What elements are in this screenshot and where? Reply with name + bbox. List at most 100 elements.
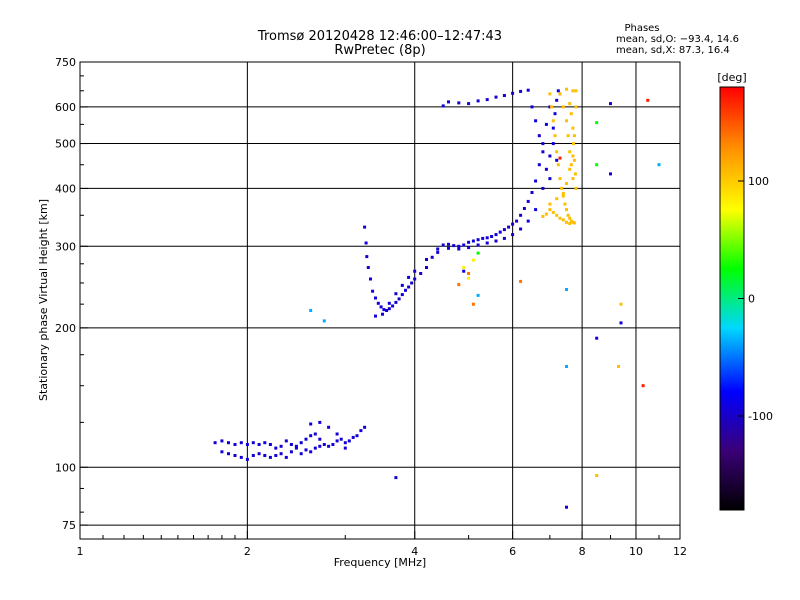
data-point <box>309 309 313 312</box>
data-point <box>436 247 440 251</box>
data-point <box>566 213 570 217</box>
data-point <box>251 454 255 457</box>
data-point <box>571 126 575 130</box>
data-point <box>457 244 461 248</box>
data-point <box>511 233 515 237</box>
data-point <box>284 439 288 443</box>
data-point <box>400 283 404 287</box>
data-point <box>534 179 538 183</box>
data-point <box>391 304 395 308</box>
data-point <box>343 441 347 445</box>
data-point <box>304 437 308 441</box>
data-point <box>572 221 576 225</box>
data-point <box>558 92 562 96</box>
colorbar-tick-label: -100 <box>748 410 773 423</box>
data-point <box>555 197 559 201</box>
data-point <box>548 202 552 206</box>
data-point <box>595 163 599 167</box>
data-point <box>548 177 552 181</box>
data-point <box>595 336 599 340</box>
x-tick-label: 12 <box>673 545 687 558</box>
data-point <box>502 228 506 232</box>
data-point <box>476 243 480 247</box>
data-point <box>494 95 498 99</box>
data-point <box>351 435 355 439</box>
data-point <box>407 275 411 279</box>
data-point <box>657 163 661 167</box>
data-point <box>490 235 494 238</box>
data-point <box>263 441 267 445</box>
data-point <box>274 446 278 450</box>
data-point <box>233 454 237 457</box>
data-point <box>609 102 612 106</box>
data-point <box>313 446 317 450</box>
data-point <box>561 192 565 195</box>
x-tick-label: 1 <box>77 545 84 558</box>
chart-subtitle: RwPretec (8p) <box>334 43 425 58</box>
data-point <box>560 186 564 190</box>
data-point <box>365 255 369 259</box>
data-point <box>544 122 548 126</box>
data-point <box>400 293 404 297</box>
data-point <box>511 222 515 226</box>
data-point <box>318 420 322 424</box>
data-point <box>619 302 623 306</box>
data-point <box>441 104 445 108</box>
colorbar-label: [deg] <box>717 71 746 84</box>
data-point <box>347 439 351 443</box>
data-point <box>279 452 283 456</box>
data-point <box>571 154 575 158</box>
data-point <box>239 441 243 445</box>
data-point <box>519 279 523 283</box>
data-point <box>452 244 456 248</box>
x-axis-label: Frequency [MHz] <box>334 556 426 569</box>
data-point <box>537 134 541 138</box>
data-point <box>313 432 317 436</box>
data-point <box>617 365 620 368</box>
data-point <box>561 194 565 198</box>
data-point <box>526 219 530 223</box>
data-point <box>544 212 548 216</box>
data-point <box>322 443 326 446</box>
data-point <box>245 443 249 446</box>
data-point <box>279 444 283 448</box>
data-point <box>565 182 568 185</box>
data-point <box>327 444 331 448</box>
data-point <box>565 505 568 509</box>
data-point <box>551 210 555 214</box>
y-tick-label: 75 <box>62 519 76 532</box>
data-point <box>565 220 568 224</box>
y-tick-label: 600 <box>55 101 76 114</box>
x-tick-label: 8 <box>579 545 586 558</box>
grid-lines <box>80 62 680 539</box>
data-point <box>541 150 545 154</box>
data-point <box>413 277 417 281</box>
data-point <box>595 474 599 477</box>
data-point <box>245 457 249 461</box>
data-point <box>494 239 498 243</box>
data-point <box>558 177 562 181</box>
data-point <box>558 216 562 220</box>
data-point <box>548 105 552 109</box>
data-point <box>471 258 475 262</box>
data-point <box>522 207 526 210</box>
data-point <box>467 276 471 280</box>
data-point <box>561 105 565 109</box>
data-point <box>553 134 557 138</box>
data-point <box>425 258 428 261</box>
data-point <box>462 269 466 273</box>
colorbar-tick-label: 0 <box>748 293 755 306</box>
data-point <box>363 225 367 229</box>
data-point <box>568 167 572 171</box>
data-point <box>309 434 313 438</box>
data-point <box>541 142 545 146</box>
data-point <box>541 186 545 190</box>
data-point <box>430 255 434 259</box>
data-point <box>299 452 303 456</box>
stats-line-o: mean, sd,O: −93.4, 14.6 <box>616 34 739 45</box>
data-point <box>335 439 339 443</box>
data-point <box>563 202 567 206</box>
data-point <box>447 246 450 250</box>
data-point <box>343 446 347 450</box>
data-point <box>309 450 313 454</box>
